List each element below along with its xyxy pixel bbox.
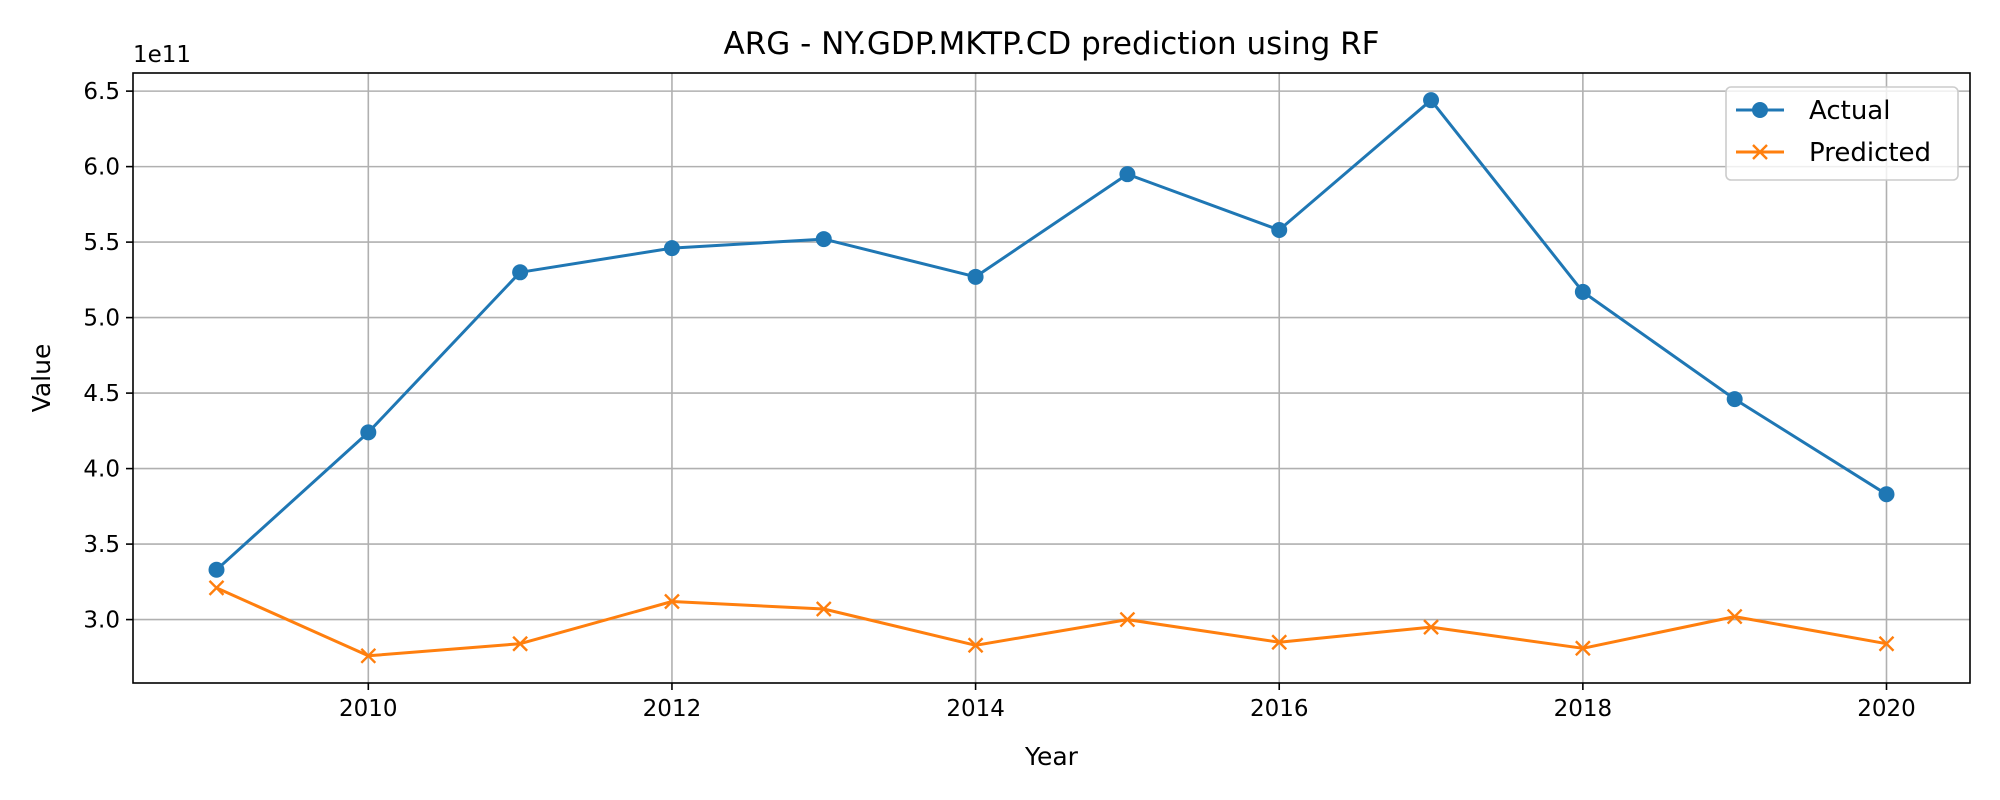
data-point — [663, 240, 680, 257]
x-tick-label: 2012 — [643, 696, 702, 722]
chart-title: ARG - NY.GDP.MKTP.CD prediction using RF — [723, 26, 1379, 62]
axis-ticks: 2010 2012 2014 2016 2018 2020 3.0 3.5 4.0 4.5 5.0 5… — [83, 79, 1915, 722]
x-tick-label: 2018 — [1554, 696, 1613, 722]
y-tick-label: 5.0 — [83, 306, 120, 332]
series-actual — [208, 92, 1895, 578]
data-point — [1271, 634, 1288, 651]
x-tick-label: 2016 — [1250, 696, 1309, 722]
data-point — [1271, 222, 1288, 239]
data-point — [1726, 608, 1743, 625]
legend-item-predicted: Predicted — [1736, 138, 1931, 168]
data-point — [1878, 635, 1895, 652]
y-tick-label: 4.5 — [83, 381, 120, 407]
legend-label: Predicted — [1809, 138, 1931, 168]
x-tick-label: 2020 — [1857, 696, 1916, 722]
plot-frame — [132, 72, 1971, 684]
x-tick-label: 2014 — [946, 696, 1005, 722]
data-point — [1574, 283, 1591, 300]
y-tick-label: 3.0 — [83, 608, 120, 634]
data-point — [512, 264, 529, 281]
data-point — [1878, 486, 1895, 503]
y-tick-label: 5.5 — [83, 230, 120, 256]
data-point — [208, 580, 225, 596]
data-point — [1423, 92, 1440, 109]
data-point — [967, 637, 984, 654]
data-point — [360, 647, 377, 664]
data-point — [512, 635, 528, 652]
y-tick-label: 6.0 — [83, 155, 120, 181]
legend-marker — [1752, 102, 1768, 118]
data-point — [360, 424, 377, 441]
y-tick-label: 6.5 — [83, 79, 120, 105]
data-point — [1423, 619, 1439, 635]
data-point — [967, 268, 984, 285]
y-tick-label: 4.0 — [83, 457, 120, 483]
series-predicted — [208, 580, 1895, 664]
legend: Actual Predicted — [1725, 86, 1959, 181]
series-line-actual — [215, 98, 1888, 571]
y-axis-offset-label: 1e11 — [133, 42, 191, 68]
data-point — [1726, 391, 1743, 408]
data-point — [815, 601, 832, 617]
legend-marker — [1752, 144, 1768, 160]
data-point — [1119, 611, 1136, 628]
legend-label: Actual — [1809, 96, 1890, 126]
data-point — [664, 593, 680, 610]
series-layer — [208, 92, 1895, 664]
data-point — [815, 231, 832, 248]
data-point — [208, 561, 225, 578]
x-axis-label: Year — [1024, 742, 1079, 771]
y-axis-label: Value — [27, 344, 56, 413]
x-tick-label: 2010 — [339, 696, 398, 722]
series-line-predicted — [215, 586, 1887, 658]
data-point — [1119, 166, 1136, 183]
legend-item-actual: Actual — [1736, 96, 1890, 126]
y-tick-label: 3.5 — [83, 532, 120, 558]
data-point — [1575, 640, 1591, 657]
